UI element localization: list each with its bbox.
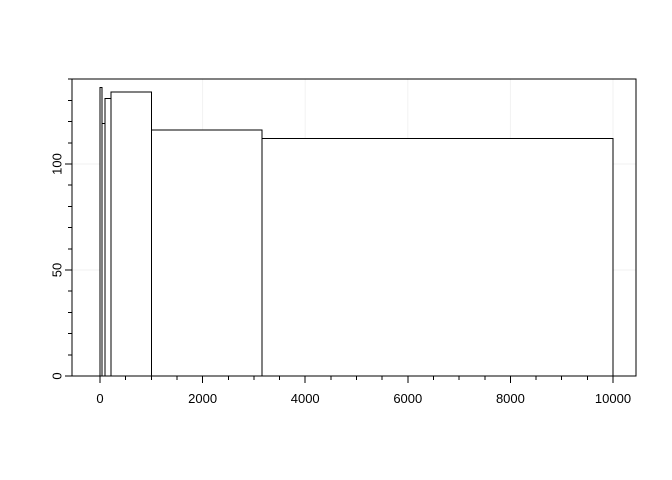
x-tick-label: 6000 <box>393 391 422 406</box>
histogram-bar <box>104 97 112 377</box>
histogram-bar <box>261 138 614 377</box>
y-tick-label: 50 <box>50 263 65 277</box>
x-axis-ticks <box>99 376 614 383</box>
y-tick-label: 100 <box>50 153 65 175</box>
x-tick-label: 8000 <box>496 391 525 406</box>
x-tick-label: 2000 <box>188 391 217 406</box>
histogram-bars <box>99 87 614 377</box>
y-axis-tick-labels: 0 50 100 <box>50 153 65 379</box>
x-tick-label: 0 <box>96 391 103 406</box>
x-axis-tick-labels: 0 2000 4000 6000 8000 10000 <box>96 391 631 406</box>
y-axis-ticks <box>65 78 72 377</box>
x-tick-label: 10000 <box>595 391 631 406</box>
histogram-bar <box>110 91 152 377</box>
y-tick-label: 0 <box>50 372 65 379</box>
histogram-bar <box>150 129 263 377</box>
x-tick-label: 4000 <box>291 391 320 406</box>
